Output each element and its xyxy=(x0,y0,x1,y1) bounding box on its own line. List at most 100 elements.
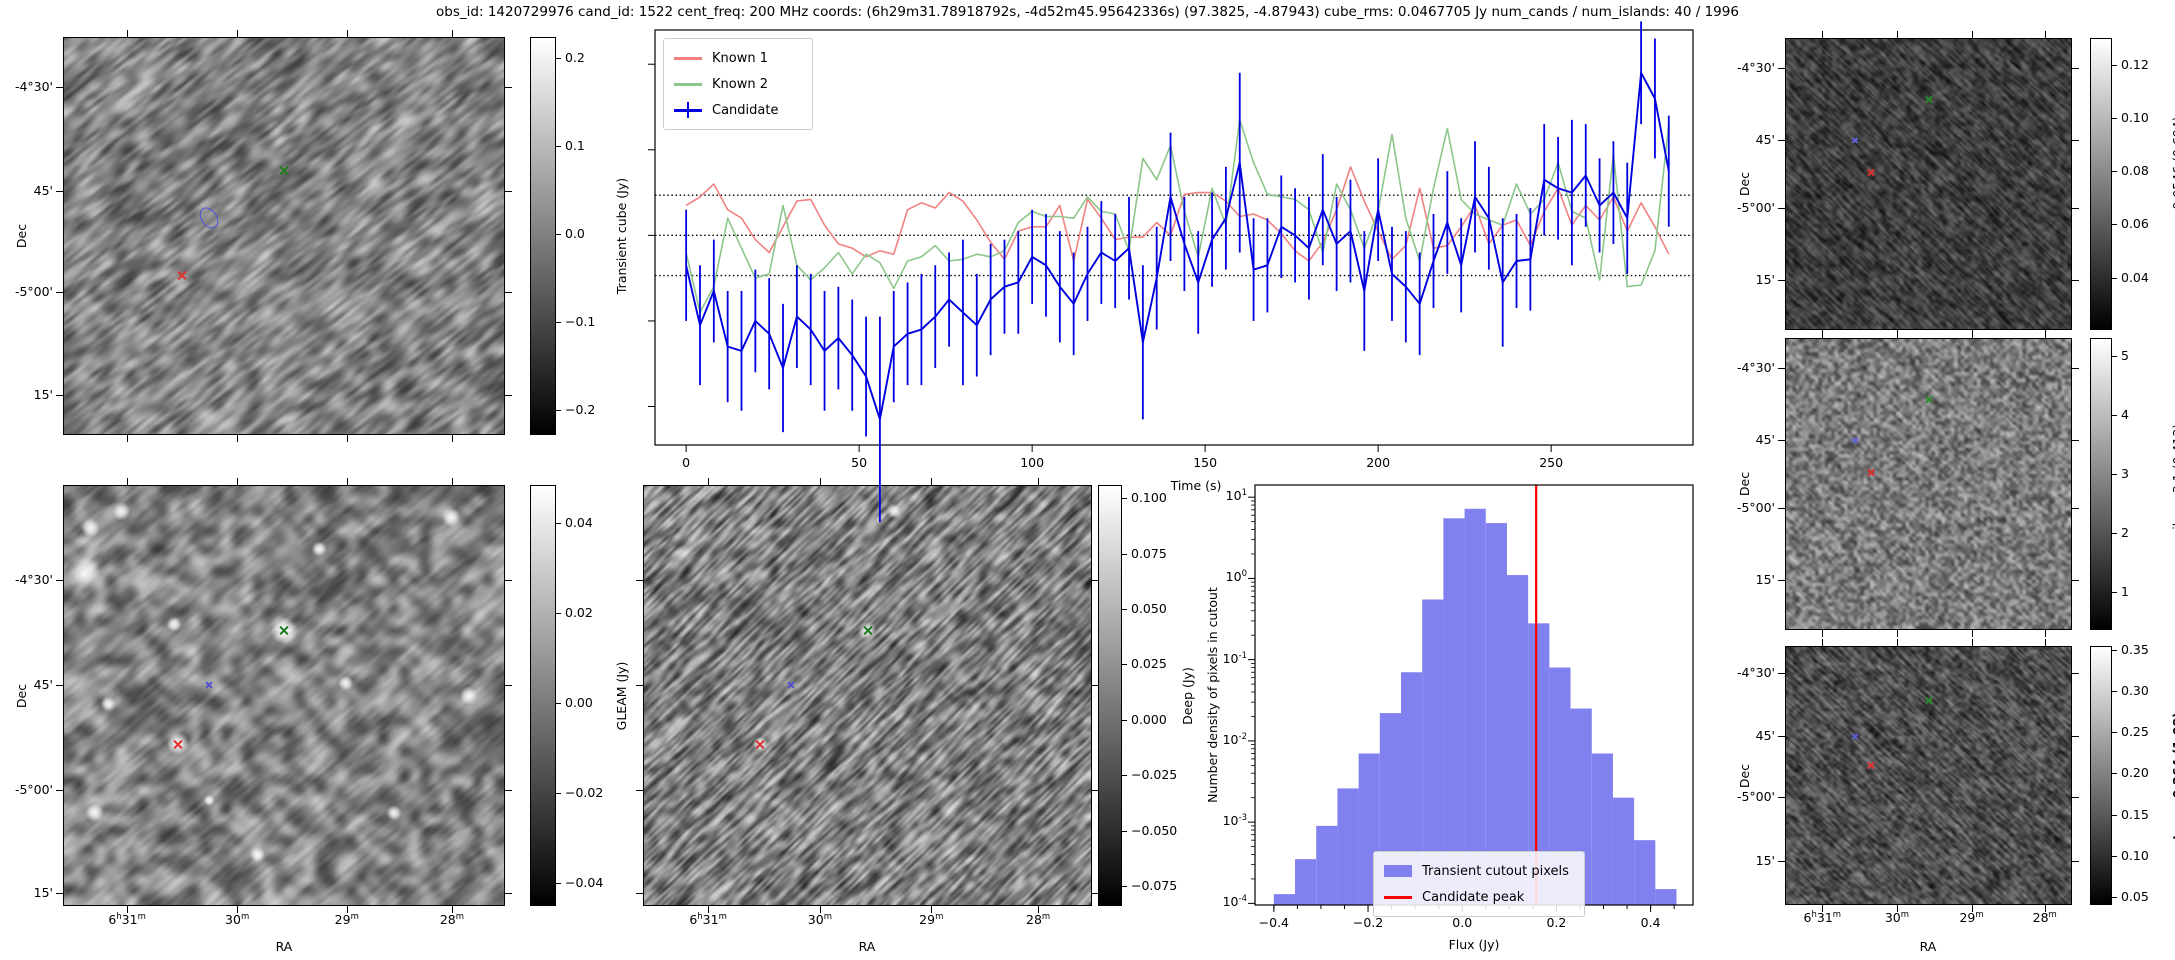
deep-cbar-tick-label: 0.000 xyxy=(1131,711,1167,727)
dec-tick xyxy=(1778,860,1785,862)
dec-tick xyxy=(2072,580,2079,582)
dec-tick xyxy=(505,395,512,397)
transient-cube-colorbar xyxy=(530,37,556,435)
spike-cbar-tick-label: 3 xyxy=(2121,465,2129,481)
histogram-legend: Transient cutout pixels Candidate peak xyxy=(1373,851,1585,917)
known-1-legend-swatch xyxy=(674,50,702,66)
dec-tick-label: 15' xyxy=(1755,272,1775,288)
lightcurve-plot xyxy=(648,21,1694,523)
dec-axis-label: Dec xyxy=(1737,171,1752,197)
dec-axis-label: Dec xyxy=(14,683,29,708)
dec-tick xyxy=(2072,507,2079,509)
ra-tick xyxy=(1822,639,1824,646)
histogram-bar xyxy=(1634,840,1656,905)
tcg-cbar-tick-label: 0.30 xyxy=(2121,683,2149,699)
known1-marker xyxy=(177,270,188,281)
dec-tick xyxy=(2072,672,2079,674)
candidate-marker xyxy=(787,681,795,689)
dec-tick xyxy=(1778,796,1785,798)
dec-tick xyxy=(56,684,63,686)
legend-label: Known 1 xyxy=(712,50,768,66)
hist-xtick-label: −0.2 xyxy=(1352,915,1384,930)
histogram-bar xyxy=(1316,825,1338,905)
transient-cube-image xyxy=(64,38,504,434)
deep-cbar-tick-label: −0.075 xyxy=(1131,878,1178,894)
ra-tick xyxy=(1971,905,1973,912)
lc-xtick-label: 200 xyxy=(1366,455,1391,470)
rms-colorbar xyxy=(2090,38,2112,330)
dec-tick-label: -5°00' xyxy=(1736,199,1775,215)
tcg-cbar-tick xyxy=(2112,814,2117,816)
dec-tick xyxy=(1778,439,1785,441)
dec-tick-label: -5°00' xyxy=(14,781,53,797)
hist-ytick-label: 10-1 xyxy=(1222,650,1247,666)
dec-tick xyxy=(505,292,512,294)
lc-xaxis-label: Time (s) xyxy=(1170,478,1222,493)
transient-cube-cbar-tick-label: −0.2 xyxy=(565,402,596,418)
transient-cube-cutout xyxy=(63,37,505,435)
transient-cube-cbar-tick xyxy=(556,322,561,324)
ra-tick-label: 30m xyxy=(1884,910,1910,926)
deep-cbar-tick-label: 0.050 xyxy=(1131,601,1167,617)
rms-colorbar-label: rms = 0.0546 (0.694) xyxy=(2170,116,2175,252)
ra-tick xyxy=(346,435,348,442)
rms-cbar-tick xyxy=(2112,64,2117,66)
dec-tick xyxy=(1778,736,1785,738)
dec-tick-label: -4°30' xyxy=(1736,360,1775,376)
spike-cbar-tick xyxy=(2112,414,2117,416)
spike-cbar-tick-label: 4 xyxy=(2121,406,2129,422)
ra-tick xyxy=(708,478,710,485)
deep-cbar-tick xyxy=(1122,609,1127,611)
rms-cbar-tick xyxy=(2112,171,2117,173)
ra-tick-label: 28m xyxy=(439,912,465,928)
series-candidate xyxy=(685,71,1670,421)
hist-ytick-label: 10-3 xyxy=(1222,813,1247,829)
deep-cbar-tick xyxy=(1122,775,1127,777)
dec-tick xyxy=(56,87,63,89)
ra-tick xyxy=(237,906,239,913)
dec-tick xyxy=(636,892,643,894)
spike-cbar-tick-label: 5 xyxy=(2121,347,2129,363)
tcg-cbar-tick-label: 0.10 xyxy=(2121,847,2149,863)
tcg-cbar-tick xyxy=(2112,896,2117,898)
ra-tick xyxy=(237,435,239,442)
hist-xtick-label: −0.4 xyxy=(1258,915,1289,930)
ra-tick xyxy=(127,906,129,913)
histogram-bar xyxy=(1337,788,1359,905)
ra-tick xyxy=(2044,331,2046,338)
flux-histogram xyxy=(1248,484,1694,912)
candidate-marker xyxy=(1852,137,1859,144)
dec-tick xyxy=(1092,789,1099,791)
dec-tick xyxy=(1778,368,1785,370)
tcg-cbar-tick xyxy=(2112,855,2117,857)
transient-cutout-pixels-legend-swatch xyxy=(1384,863,1412,879)
candidate-marker xyxy=(1852,437,1859,444)
tcg-cbar-tick xyxy=(2112,650,2117,652)
gleam-cbar-tick xyxy=(556,883,561,885)
candidate-marker xyxy=(205,681,213,689)
hist-ytick-label: 100 xyxy=(1225,569,1247,585)
dec-tick-label: -4°30' xyxy=(14,572,53,588)
dec-tick xyxy=(56,580,63,582)
legend-row: Known 2 xyxy=(674,71,802,97)
legend-label: Candidate xyxy=(712,102,779,118)
histogram-bar xyxy=(1591,753,1613,905)
ra-tick xyxy=(1896,31,1898,38)
transient-cube-cbar-tick xyxy=(556,234,561,236)
ra-tick xyxy=(127,478,129,485)
dec-tick-label: 15' xyxy=(1755,852,1775,868)
candidate-legend-swatch xyxy=(674,102,702,118)
deep-colorbar xyxy=(1098,485,1122,906)
ra-tick xyxy=(1822,905,1824,912)
dec-tick xyxy=(2072,368,2079,370)
ra-tick xyxy=(1896,905,1898,912)
dec-tick-label: -4°30' xyxy=(1736,60,1775,76)
deep-colorbar-label: Deep (Jy) xyxy=(1180,666,1195,725)
ra-tick-label: 29m xyxy=(334,912,359,928)
dec-tick xyxy=(2072,796,2079,798)
transient-cube-cbar-tick xyxy=(556,410,561,412)
lc-xtick-label: 100 xyxy=(1020,455,1045,470)
ra-tick xyxy=(1896,331,1898,338)
hist-ytick-label: 101 xyxy=(1225,488,1247,504)
dec-tick-label: 45' xyxy=(33,183,53,199)
